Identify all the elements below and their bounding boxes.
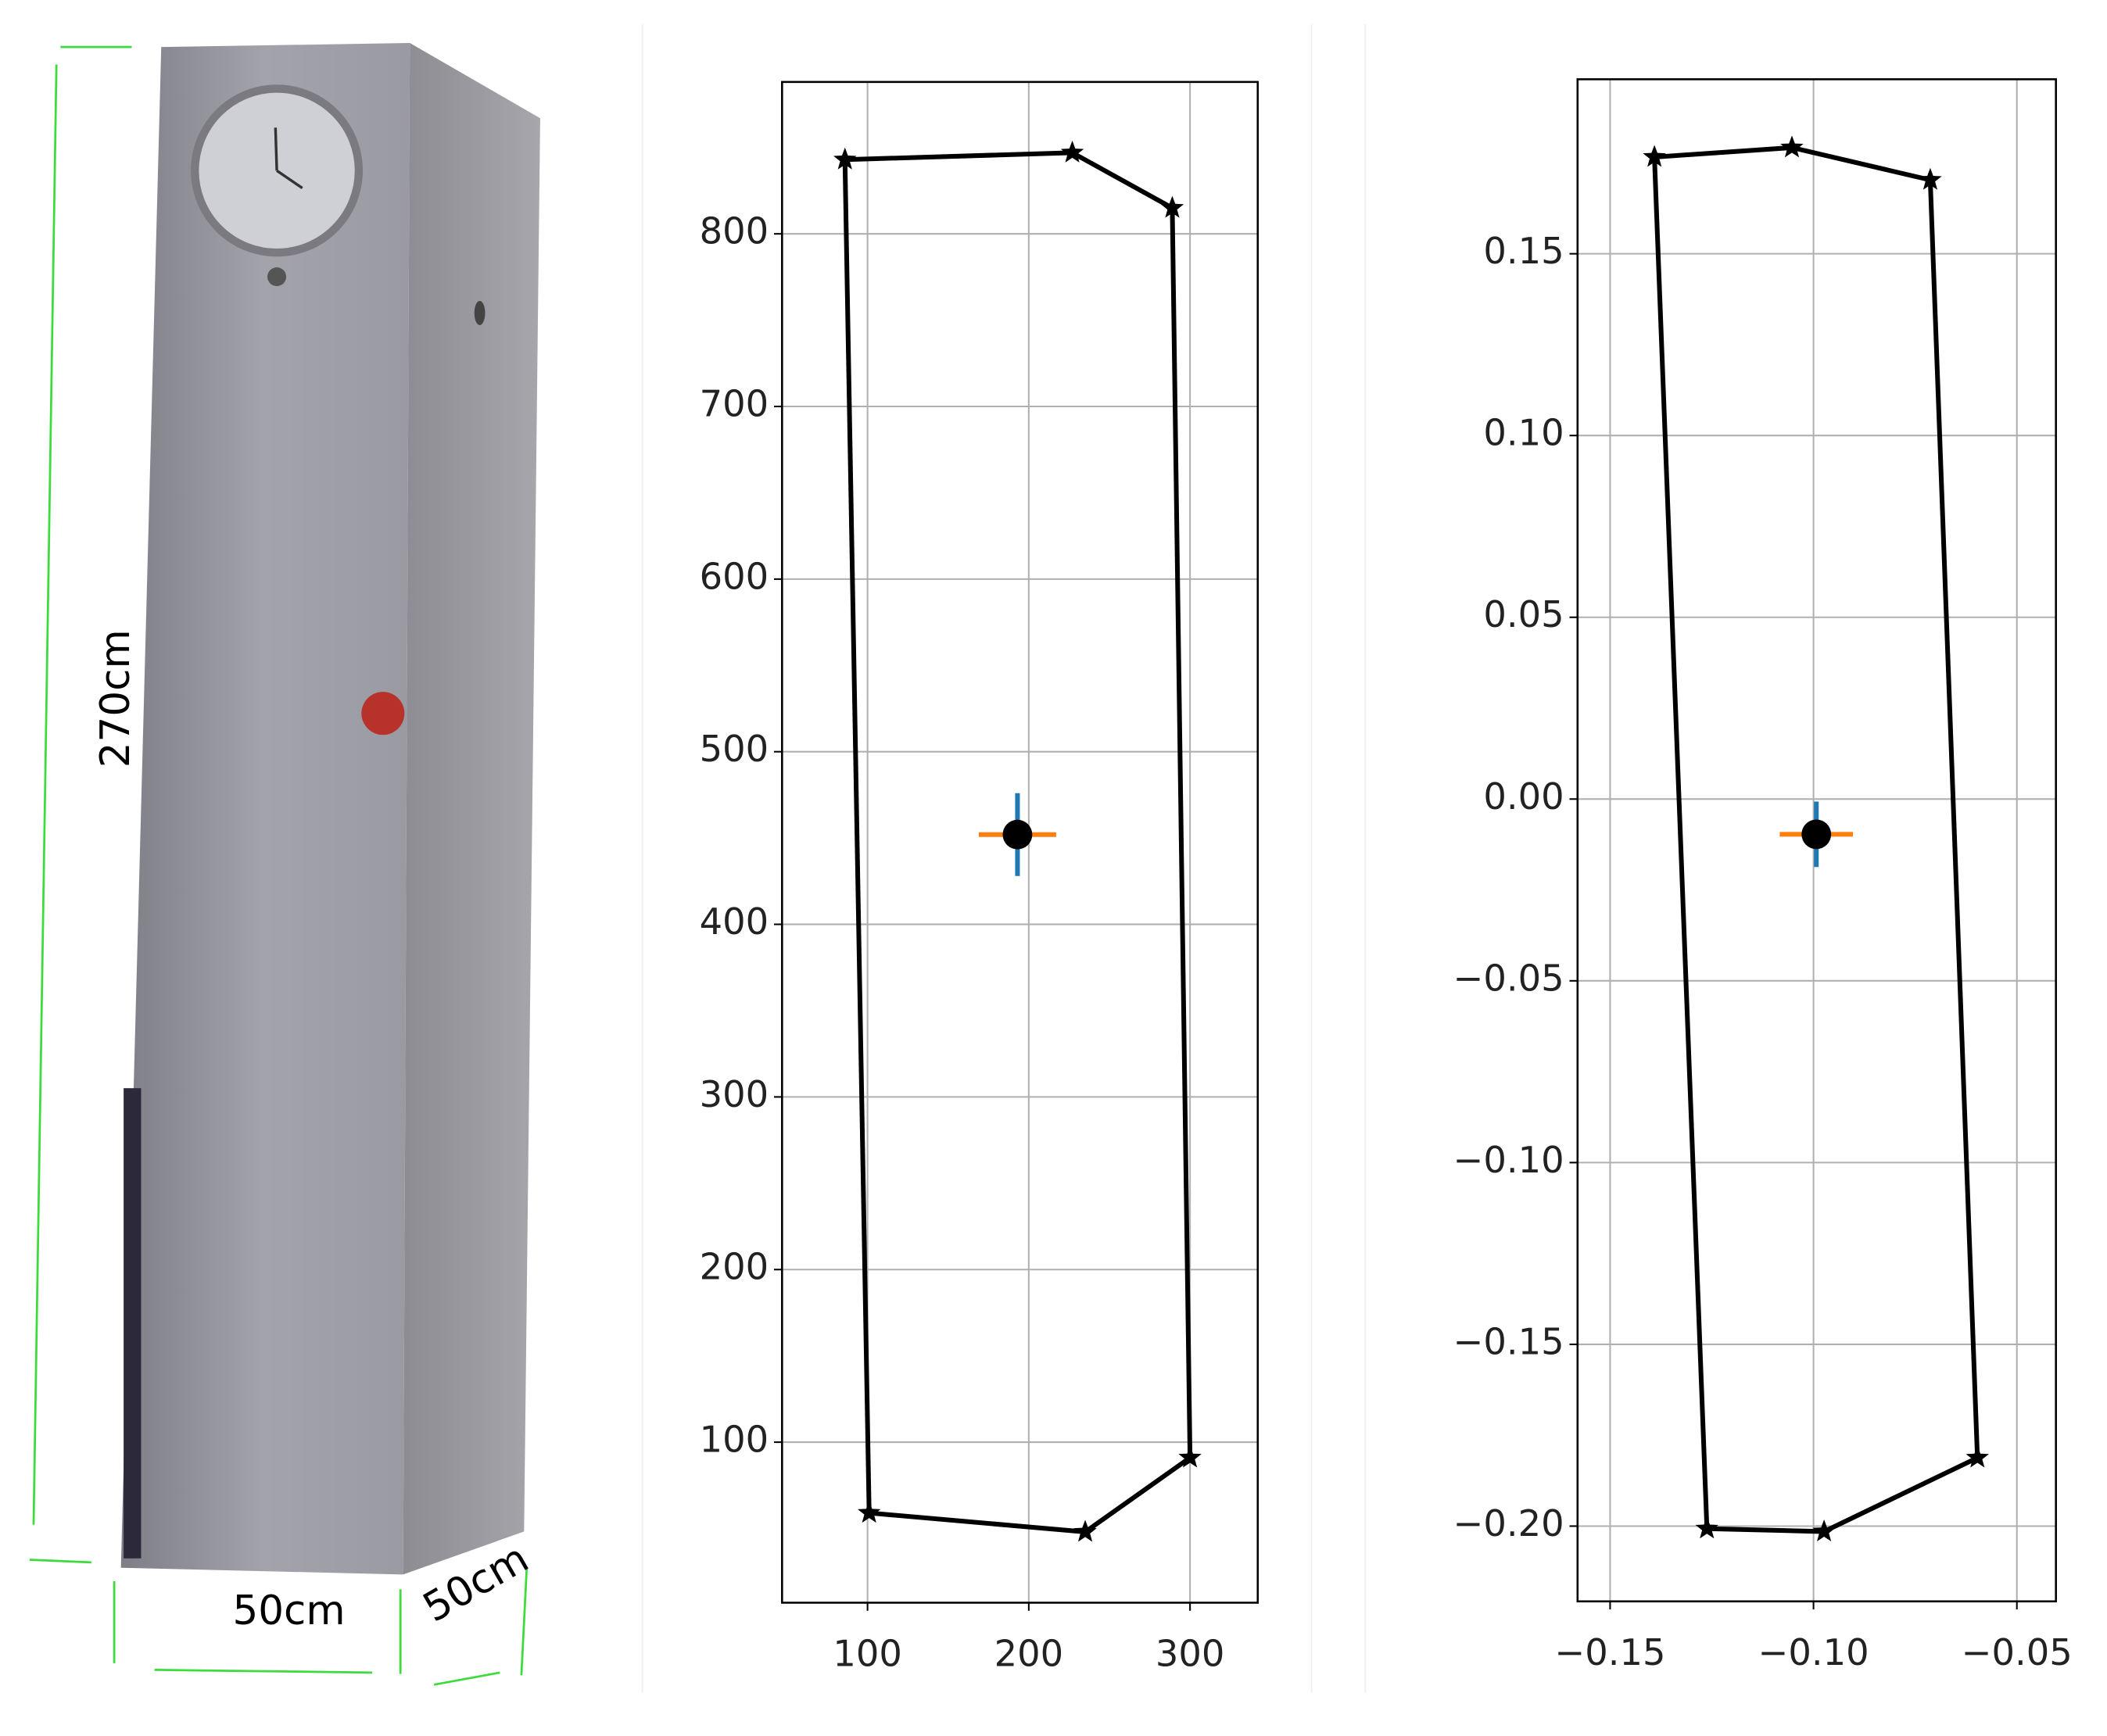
width-label: 50cm	[232, 1587, 345, 1634]
y-tick-label: 0.10	[1483, 412, 1564, 454]
y-tick-label: 400	[700, 900, 769, 943]
y-tick-label: 500	[700, 728, 769, 770]
height-label: 270cm	[92, 629, 139, 768]
hole	[474, 301, 486, 325]
pillar-front	[120, 43, 410, 1575]
y-tick-label: 700	[700, 383, 769, 425]
chart: −0.15 −0.10 −0.05 −0.20 −0.15 −0.10 −0.05 0.00 0…	[1453, 78, 2073, 1673]
pillar-side	[403, 43, 540, 1575]
dim-line	[32, 64, 58, 1525]
y-tick-label: −0.20	[1453, 1502, 1564, 1545]
vertex-marker	[1160, 195, 1184, 218]
red-marker	[361, 692, 405, 736]
vertex-marker	[833, 147, 857, 170]
vertex-marker	[1643, 145, 1666, 167]
x-tick-label: 100	[833, 1633, 902, 1675]
dim-line	[520, 1567, 529, 1676]
x-tick-label: −0.05	[1962, 1631, 2073, 1673]
y-tick-label: 0.05	[1483, 593, 1564, 635]
x-tick-label: −0.10	[1758, 1631, 1869, 1673]
y-tick-label: 0.15	[1483, 230, 1564, 272]
y-tick-label: 200	[700, 1246, 769, 1288]
clock-mount	[267, 267, 287, 287]
vertex-marker	[857, 1501, 881, 1523]
vertex-marker	[1812, 1519, 1836, 1541]
dim-line	[154, 1669, 373, 1674]
y-tick-label: 0.00	[1483, 775, 1564, 818]
vertex-marker	[1919, 167, 1942, 190]
chart: 100 200 300 100 200 300 400 500 600 700 800	[700, 81, 1260, 1675]
y-tick-label: −0.05	[1453, 957, 1564, 999]
y-tick-label: −0.10	[1453, 1139, 1564, 1181]
clock-hand	[274, 127, 278, 171]
plot-frame	[781, 81, 1260, 1604]
vertex-marker	[1073, 1519, 1097, 1542]
vertex-marker	[1178, 1445, 1202, 1468]
center-point	[1801, 819, 1832, 850]
y-tick-label: 100	[700, 1419, 769, 1461]
figure-content: 270cm 50cm 50cm 100 200 300 100 200 300 400 500…	[29, 23, 2073, 1693]
center-point	[1002, 819, 1033, 850]
y-tick-label: 600	[700, 555, 769, 597]
dimension-lines	[29, 45, 529, 1686]
photo: 270cm 50cm 50cm	[29, 43, 540, 1686]
vertex-marker	[1780, 135, 1804, 158]
x-tick-label: −0.15	[1554, 1631, 1665, 1673]
x-tick-label: 200	[994, 1633, 1064, 1675]
clock-hand	[276, 169, 303, 190]
vertex-marker	[1060, 140, 1084, 163]
plot-frame	[1576, 78, 2057, 1603]
y-tick-label: 800	[700, 210, 769, 252]
dim-line	[29, 1559, 91, 1564]
y-tick-label: 300	[700, 1073, 769, 1115]
dim-line	[433, 1671, 500, 1686]
door-edge	[124, 1088, 142, 1559]
y-tick-label: −0.15	[1453, 1320, 1564, 1362]
vertex-marker	[1965, 1445, 1989, 1468]
x-tick-label: 300	[1156, 1633, 1225, 1675]
vertex-marker	[1695, 1516, 1718, 1539]
